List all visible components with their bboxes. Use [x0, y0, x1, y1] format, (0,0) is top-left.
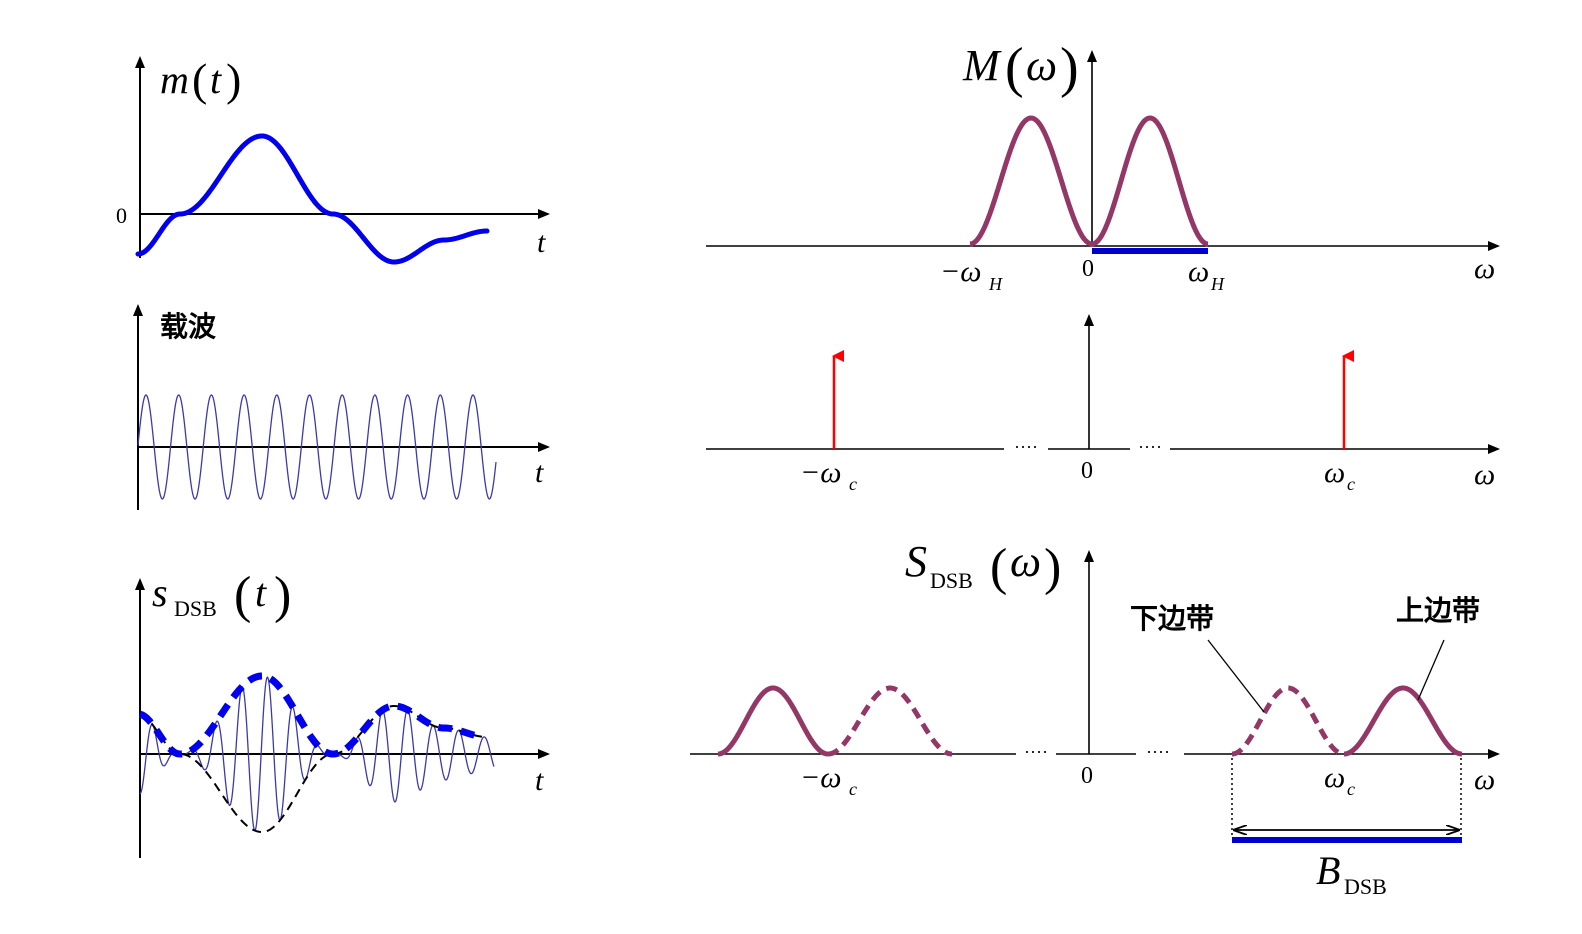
S-label-close: )	[1044, 539, 1061, 596]
M-pos-tick-sub: H	[1210, 274, 1225, 294]
C-neg-tick: −ω	[800, 456, 841, 489]
dsb-negative-envelope	[139, 704, 483, 834]
C-neg-tick-sub: c	[849, 474, 857, 494]
C-zero-label: 0	[1081, 458, 1093, 484]
M-pos-tick: ω	[1188, 255, 1209, 288]
C-pos-tick: ω	[1324, 456, 1345, 489]
dsb-label-s: s	[152, 570, 168, 615]
S-pos-tick-sub: c	[1347, 779, 1355, 799]
message-time-panel: m ( t ) 0 t	[116, 54, 550, 265]
m-x-label: t	[537, 226, 546, 259]
bandwidth-label-sub: DSB	[1344, 874, 1387, 899]
dsb-x-label: t	[535, 764, 544, 797]
S-right-lower-sideband-curve	[1231, 685, 1345, 757]
m-label-open: (	[192, 54, 207, 105]
bandwidth-label-B: B	[1316, 848, 1340, 893]
upper-sideband-label: 上边带	[1396, 594, 1480, 627]
m-zero-label: 0	[116, 203, 127, 228]
message-spectrum-panel: M ( ω ) −ω H 0 ω H ω	[706, 37, 1500, 294]
S-zero-label: 0	[1081, 763, 1093, 789]
S-x-label: ω	[1474, 763, 1495, 796]
dsb-label-open: (	[234, 567, 251, 624]
S-label-omega: ω	[1010, 537, 1041, 586]
upper-sideband-leader	[1417, 639, 1445, 701]
S-dots-left: ····	[1024, 742, 1048, 762]
m-label-t: t	[210, 57, 222, 102]
M-label-M: M	[962, 41, 1002, 90]
carrier-time-panel: 载波 t	[133, 304, 550, 510]
lower-sideband-label: 下边带	[1130, 602, 1214, 635]
C-dots-left: ····	[1014, 437, 1038, 457]
dsb-label-sub: DSB	[174, 596, 217, 621]
C-dots-right: ····	[1138, 437, 1162, 457]
S-label-open: (	[990, 539, 1007, 596]
M-label-open: (	[1005, 37, 1024, 99]
S-neg-tick-sub: c	[849, 779, 857, 799]
S-label-S: S	[905, 537, 927, 586]
M-neg-tick-sub: H	[988, 274, 1003, 294]
dsb-label-t: t	[255, 570, 267, 615]
lower-sideband-leader	[1207, 639, 1265, 713]
carrier-waveform	[137, 394, 497, 500]
dsb-label-close: )	[274, 567, 291, 624]
S-left-lower-sideband-curve	[827, 685, 953, 757]
carrier-x-label: t	[535, 456, 544, 489]
M-neg-tick: −ω	[940, 255, 981, 288]
M-zero-label: 0	[1082, 256, 1094, 282]
S-right-upper-sideband-curve	[1343, 685, 1463, 757]
m-label-close: )	[226, 54, 241, 105]
dsb-time-panel: s DSB ( t ) t	[135, 567, 550, 858]
dsb-positive-envelope	[139, 672, 483, 758]
carrier-spectrum-panel: ···· ···· −ω c 0 ω c ω	[706, 314, 1500, 494]
message-spectrum-curve	[968, 115, 1210, 247]
M-label-omega: ω	[1026, 41, 1057, 90]
M-label-close: )	[1060, 37, 1079, 99]
S-dots-right: ····	[1146, 742, 1170, 762]
message-waveform	[135, 133, 490, 265]
C-x-label: ω	[1474, 458, 1495, 491]
S-left-upper-sideband-curve	[717, 685, 829, 757]
S-label-sub: DSB	[930, 568, 973, 593]
C-pos-tick-sub: c	[1347, 474, 1355, 494]
carrier-label: 载波	[160, 310, 217, 343]
dsb-spectrum-panel: S DSB ( ω ) 下边带 上边带 ···· ···· −ω c 0 ω c…	[690, 537, 1500, 899]
m-label-m: m	[160, 57, 189, 102]
S-pos-tick: ω	[1324, 761, 1345, 794]
S-neg-tick: −ω	[800, 761, 841, 794]
M-x-label: ω	[1474, 252, 1495, 285]
